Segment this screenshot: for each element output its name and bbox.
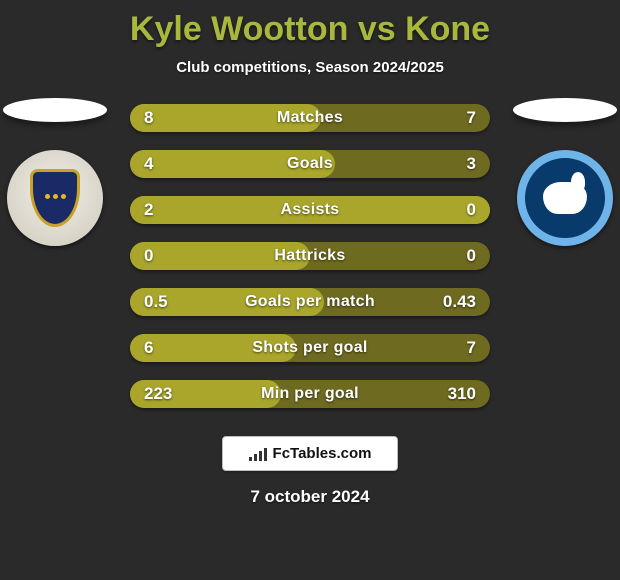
stat-value-right: 0: [467, 246, 490, 266]
stat-row: 0.5 Goals per match 0.43: [130, 288, 490, 316]
body-area: 8 Matches 7 4 Goals 3 2 Assists 0 0 Hattricks 0 0.5 G…: [0, 98, 620, 418]
stat-label: Matches: [277, 109, 343, 127]
date-label: 7 october 2024: [250, 487, 369, 507]
page-subtitle: Club competitions, Season 2024/2025: [0, 59, 620, 76]
footer: FcTables.com 7 october 2024: [0, 436, 620, 507]
stat-row: 6 Shots per goal 7: [130, 334, 490, 362]
stat-label: Min per goal: [261, 385, 359, 403]
stat-label: Hattricks: [274, 247, 345, 265]
team-right-badge: [510, 98, 620, 246]
comparison-card: Kyle Wootton vs Kone Club competitions, …: [0, 0, 620, 580]
stat-label: Shots per goal: [252, 339, 367, 357]
team-right-crest: [517, 150, 613, 246]
team-left-crest: [7, 150, 103, 246]
page-title: Kyle Wootton vs Kone: [0, 10, 620, 49]
stat-value-left: 6: [130, 338, 153, 358]
brand-badge: FcTables.com: [222, 436, 399, 471]
stat-value-right: 0: [467, 200, 490, 220]
stat-row: 4 Goals 3: [130, 150, 490, 178]
stat-value-left: 4: [130, 154, 153, 174]
ellipse-decoration: [3, 98, 107, 122]
stat-value-left: 223: [130, 384, 172, 404]
ellipse-decoration: [513, 98, 617, 122]
shield-icon: [30, 169, 80, 227]
stat-row: 0 Hattricks 0: [130, 242, 490, 270]
stat-label: Goals: [287, 155, 333, 173]
stat-value-right: 3: [467, 154, 490, 174]
stat-value-left: 0.5: [130, 292, 168, 312]
stat-row: 223 Min per goal 310: [130, 380, 490, 408]
team-left-badge: [0, 98, 110, 246]
brand-text: FcTables.com: [273, 445, 372, 462]
stat-value-right: 7: [467, 338, 490, 358]
stat-value-left: 0: [130, 246, 153, 266]
stat-value-right: 7: [467, 108, 490, 128]
stats-list: 8 Matches 7 4 Goals 3 2 Assists 0 0 Hattricks 0 0.5 G…: [130, 104, 490, 408]
swan-icon: [543, 182, 587, 214]
bar-chart-icon: [249, 447, 267, 461]
stat-row: 2 Assists 0: [130, 196, 490, 224]
stat-value-right: 310: [448, 384, 490, 404]
stat-value-left: 8: [130, 108, 153, 128]
stat-label: Assists: [280, 201, 339, 219]
stat-value-left: 2: [130, 200, 153, 220]
stat-row: 8 Matches 7: [130, 104, 490, 132]
stat-value-right: 0.43: [443, 292, 490, 312]
stat-label: Goals per match: [245, 293, 375, 311]
